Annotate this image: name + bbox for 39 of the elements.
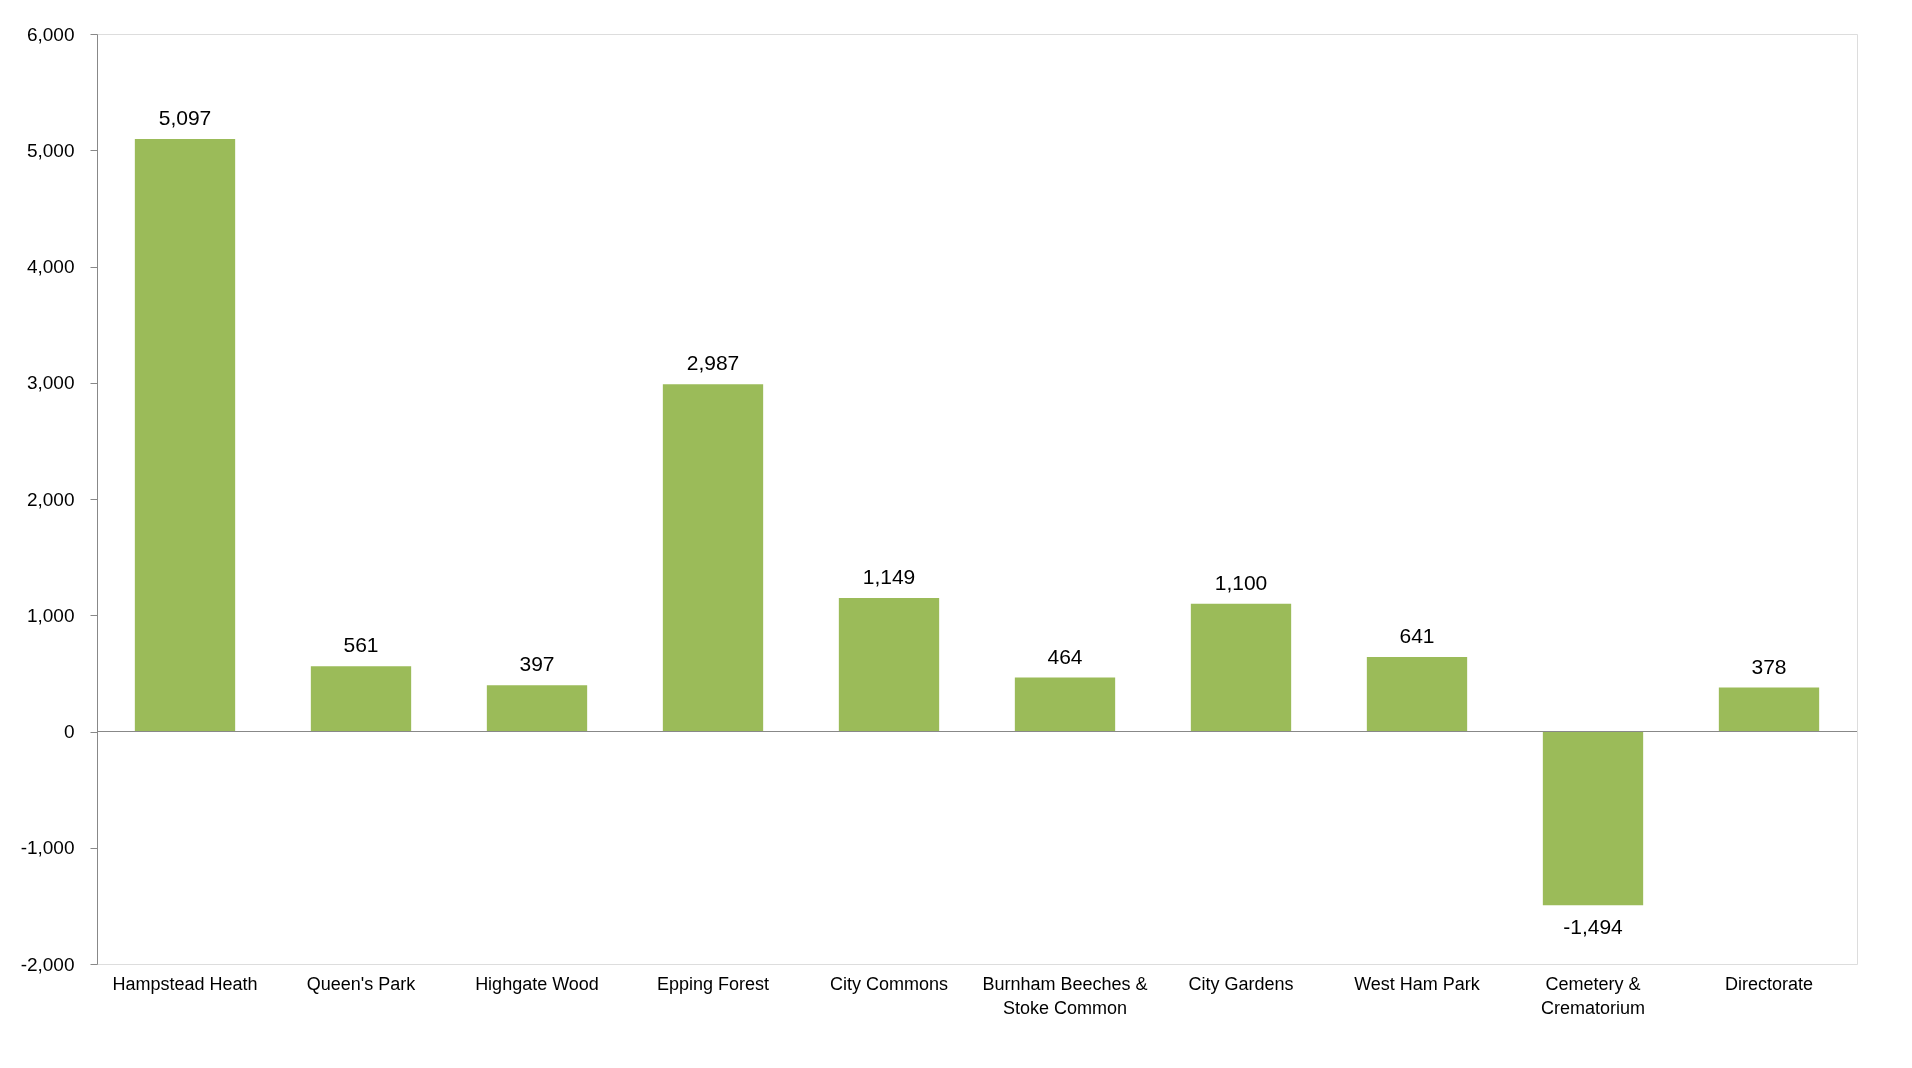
data-label: 1,100	[1214, 570, 1268, 594]
data-label: 561	[343, 633, 379, 657]
x-tick-label: Highgate Wood	[475, 974, 599, 994]
bar	[1014, 677, 1116, 732]
x-tick-label: City Gardens	[1188, 974, 1294, 994]
y-tick-label: 3,000	[26, 372, 75, 394]
data-label: 464	[1047, 644, 1083, 668]
y-tick-label: 6,000	[26, 23, 75, 45]
x-tick-label: West Ham Park	[1354, 974, 1481, 994]
bar	[1366, 656, 1468, 732]
x-tick-label: Cemetery & Crematorium	[1540, 974, 1646, 1018]
x-tick-label: Hampstead Heath	[112, 974, 258, 994]
data-label: 5,097	[158, 105, 212, 129]
y-tick-label: -1,000	[20, 837, 75, 859]
x-tick-label: Queen's Park	[306, 974, 417, 994]
bar	[662, 384, 764, 732]
data-label: 641	[1399, 623, 1435, 647]
x-tick-label: City Commons	[829, 974, 949, 994]
y-tick-label: -2,000	[20, 953, 75, 975]
data-label: 397	[519, 652, 555, 676]
bar	[838, 597, 940, 732]
y-tick-label: 1,000	[26, 604, 75, 626]
data-label: 378	[1751, 654, 1787, 678]
bar	[310, 666, 412, 732]
y-tick-label: 0	[63, 721, 75, 742]
y-tick-label: 5,000	[26, 139, 75, 161]
y-tick-label: 4,000	[26, 256, 75, 277]
data-label: 1,149	[862, 564, 916, 588]
x-tick-label: Directorate	[1724, 974, 1814, 994]
bar	[134, 138, 236, 732]
x-tick-label: Epping Forest	[656, 974, 770, 994]
data-label: 2,987	[686, 351, 740, 375]
data-label: -1,494	[1563, 915, 1624, 939]
x-tick-label: Burnham Beeches & Stoke Common	[982, 974, 1148, 1018]
bar	[486, 685, 588, 732]
y-tick-label: 2,000	[26, 488, 75, 510]
bar	[1718, 687, 1820, 732]
bar	[1190, 603, 1292, 732]
bar	[1542, 731, 1644, 906]
